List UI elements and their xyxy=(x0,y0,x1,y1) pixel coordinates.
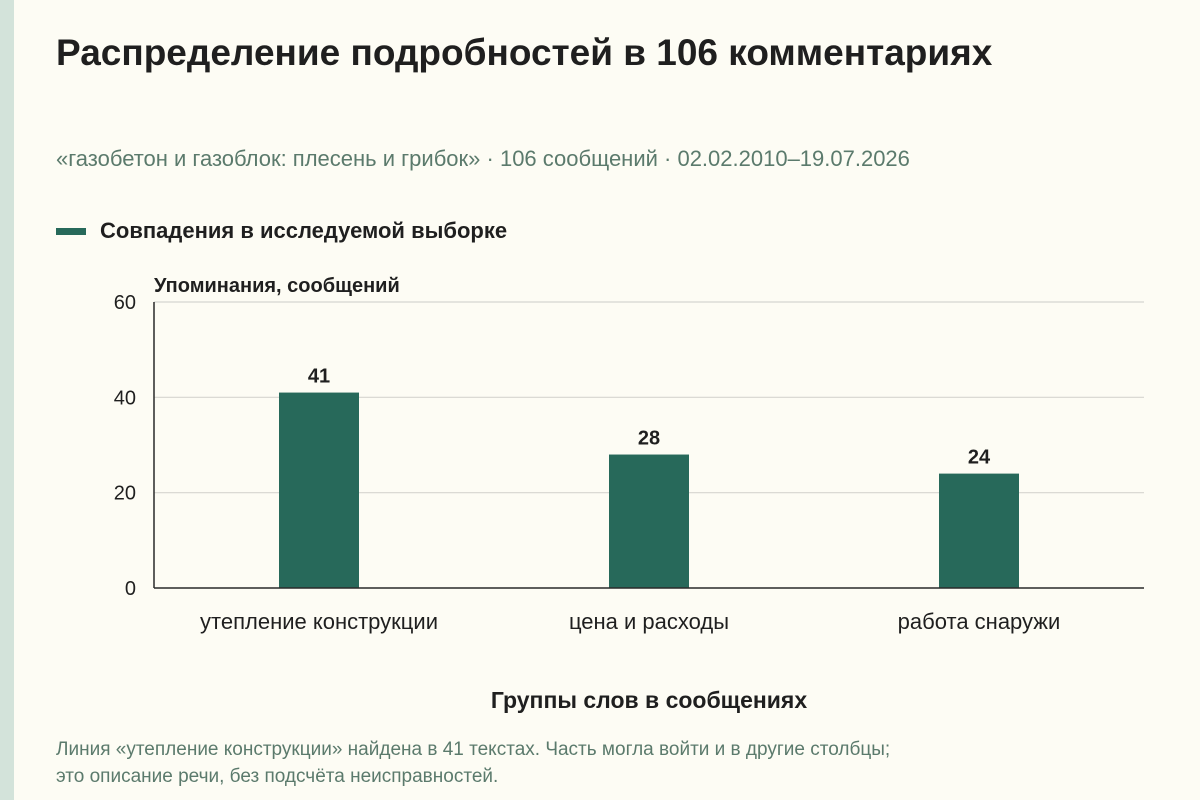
y-tick-label: 40 xyxy=(114,387,136,409)
data-label: 28 xyxy=(638,428,660,450)
y-tick-label: 20 xyxy=(114,483,136,505)
data-label: 41 xyxy=(308,366,330,388)
y-axis-label: Упоминания, сообщений xyxy=(154,275,400,297)
bar xyxy=(939,473,1019,588)
x-tick-label: цена и расходы xyxy=(569,609,729,634)
axes xyxy=(153,302,1144,589)
labels: 0 20 40 60 Упоминания, сообщений 41 утепление … xyxy=(114,275,1061,713)
bar xyxy=(279,392,359,588)
bar xyxy=(609,454,689,588)
side-accent-stripe xyxy=(0,0,14,800)
footnote: Линия «утепление конструкции» найдена в … xyxy=(56,736,1156,790)
chart-title: Распределение подробностей в 106 коммент… xyxy=(56,32,993,73)
legend: Совпадения в исследуемой выборке xyxy=(56,218,507,244)
y-tick-label: 60 xyxy=(114,292,136,314)
footnote-line-2: это описание речи, без подсчёта неисправ… xyxy=(56,766,499,787)
footnote-line-1: Линия «утепление конструкции» найдена в … xyxy=(56,739,891,760)
y-tick-label: 0 xyxy=(125,578,136,600)
chart-subtitle: «газобетон и газоблок: плесень и грибок»… xyxy=(56,146,910,171)
bars xyxy=(279,392,1019,588)
x-axis-label: Группы слов в сообщениях xyxy=(491,687,807,713)
data-label: 24 xyxy=(968,447,991,469)
legend-label: Совпадения в исследуемой выборке xyxy=(100,218,508,243)
x-tick-label: утепление конструкции xyxy=(200,609,438,634)
legend-swatch xyxy=(56,227,86,235)
x-tick-label: работа снаружи xyxy=(898,609,1061,634)
